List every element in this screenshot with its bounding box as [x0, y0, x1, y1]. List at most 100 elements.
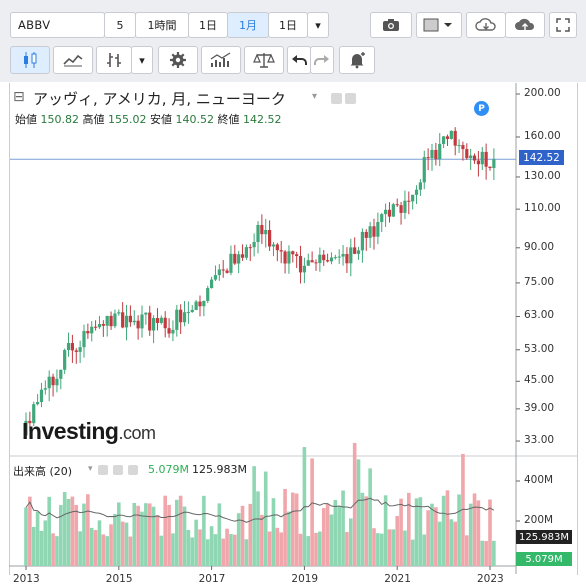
- volume-bar: [314, 532, 318, 566]
- volume-close-icon[interactable]: [128, 465, 138, 475]
- candle-body: [244, 247, 248, 258]
- range-dropdown-button[interactable]: ▾: [307, 12, 329, 38]
- candle-body: [159, 317, 163, 323]
- dividend-marker[interactable]: P: [474, 101, 489, 116]
- volume-bar: [78, 531, 82, 566]
- candle-body: [198, 301, 202, 307]
- chart-type-dropdown[interactable]: ▾: [131, 46, 153, 74]
- volume-ma-value: 125.983M: [192, 463, 247, 476]
- volume-bar: [74, 504, 79, 566]
- volume-bar: [437, 521, 442, 566]
- interval-1h-button[interactable]: 1時間: [135, 12, 189, 38]
- volume-bar: [445, 490, 450, 566]
- compare-button[interactable]: [244, 46, 284, 74]
- symbol-input[interactable]: ABBV: [10, 12, 105, 38]
- volume-bar: [167, 504, 171, 566]
- line-chart-button[interactable]: [53, 46, 93, 74]
- legend-visibility-icon[interactable]: [331, 93, 342, 104]
- candle-body: [356, 250, 361, 254]
- volume-bar: [368, 468, 372, 566]
- volume-bar: [414, 498, 419, 566]
- candle-body: [310, 260, 314, 263]
- settings-button[interactable]: [158, 46, 198, 74]
- cloud-download-button[interactable]: [466, 12, 506, 38]
- volume-bar: [202, 495, 206, 566]
- candle-body: [86, 331, 90, 334]
- alert-button[interactable]: [339, 46, 375, 74]
- volume-bar: [252, 466, 256, 566]
- volume-bar: [229, 533, 233, 566]
- close-label: 終値: [217, 113, 240, 126]
- candle-body: [287, 251, 291, 264]
- candle-body: [364, 231, 368, 238]
- watermark-brand: Investing: [22, 418, 119, 444]
- candle-body: [414, 189, 419, 195]
- volume-bar: [178, 495, 183, 566]
- candle-body: [295, 254, 299, 257]
- cloud-upload-icon: [515, 18, 535, 30]
- volume-bar: [434, 507, 438, 566]
- volume-visibility-icon[interactable]: [98, 465, 108, 475]
- volume-bar: [310, 458, 314, 566]
- close-value: 142.52: [243, 113, 282, 126]
- candle-body: [163, 317, 167, 329]
- volume-bar: [372, 528, 376, 566]
- candle-body: [206, 288, 210, 301]
- volume-bar: [24, 507, 28, 566]
- volume-bar: [175, 499, 179, 566]
- candle-body: [136, 320, 140, 329]
- volume-axis-label: 400M: [524, 474, 554, 486]
- screenshot-button[interactable]: [370, 12, 412, 38]
- indicators-button[interactable]: [201, 46, 241, 74]
- volume-bar: [364, 496, 369, 566]
- volume-badge: 5.079M: [516, 552, 572, 566]
- candle-body: [306, 260, 310, 266]
- candle-body: [353, 247, 357, 254]
- volume-bar: [256, 491, 260, 566]
- candle-body: [283, 251, 287, 264]
- price-badge: 142.52: [519, 150, 564, 165]
- candle-body: [94, 326, 98, 328]
- volume-bar: [140, 511, 144, 566]
- volume-bar: [271, 498, 276, 566]
- candle-body: [167, 328, 171, 334]
- volume-bar: [306, 536, 311, 566]
- volume-bar: [449, 519, 454, 566]
- legend-collapse-icon[interactable]: ⊟: [13, 89, 25, 105]
- candle-body: [314, 262, 318, 264]
- candle-body: [109, 315, 113, 327]
- time-axis-label: 2021: [384, 573, 411, 585]
- price-axis-label: 53.00: [524, 342, 555, 355]
- volume-dropdown[interactable]: ▾: [88, 464, 93, 474]
- candle-body: [380, 214, 384, 223]
- ohlc-readout: 始値 150.82 高値 155.02 安値 140.52 終値 142.52: [15, 111, 282, 127]
- fullscreen-button[interactable]: [549, 12, 577, 38]
- price-axis-label: 90.00: [524, 240, 555, 253]
- interval-1m-button[interactable]: 1月: [227, 12, 269, 38]
- volume-bar: [59, 505, 63, 566]
- candle-body: [194, 301, 198, 310]
- candle-body: [345, 254, 349, 264]
- volume-bar: [294, 493, 299, 566]
- candles-icon: [24, 52, 37, 68]
- candle-body: [202, 300, 206, 307]
- chart-style-button[interactable]: [416, 12, 462, 38]
- volume-settings-icon[interactable]: [113, 465, 123, 475]
- volume-bar: [484, 540, 488, 566]
- volume-bar: [453, 521, 457, 566]
- redo-button[interactable]: [310, 46, 334, 74]
- volume-value: 5.079M: [148, 463, 189, 476]
- volume-bar: [182, 506, 187, 566]
- range-select[interactable]: 1日: [268, 12, 308, 38]
- candle-body: [117, 312, 121, 314]
- candle-body: [260, 224, 264, 235]
- volume-bar: [233, 534, 237, 566]
- volume-bar: [51, 533, 55, 566]
- candle-body: [391, 204, 395, 217]
- legend-settings-icon[interactable]: [345, 93, 356, 104]
- legend-title-dropdown[interactable]: ▾: [312, 91, 318, 102]
- candles-button[interactable]: [10, 46, 50, 74]
- cloud-upload-button[interactable]: [505, 12, 545, 38]
- volume-bar: [418, 497, 423, 566]
